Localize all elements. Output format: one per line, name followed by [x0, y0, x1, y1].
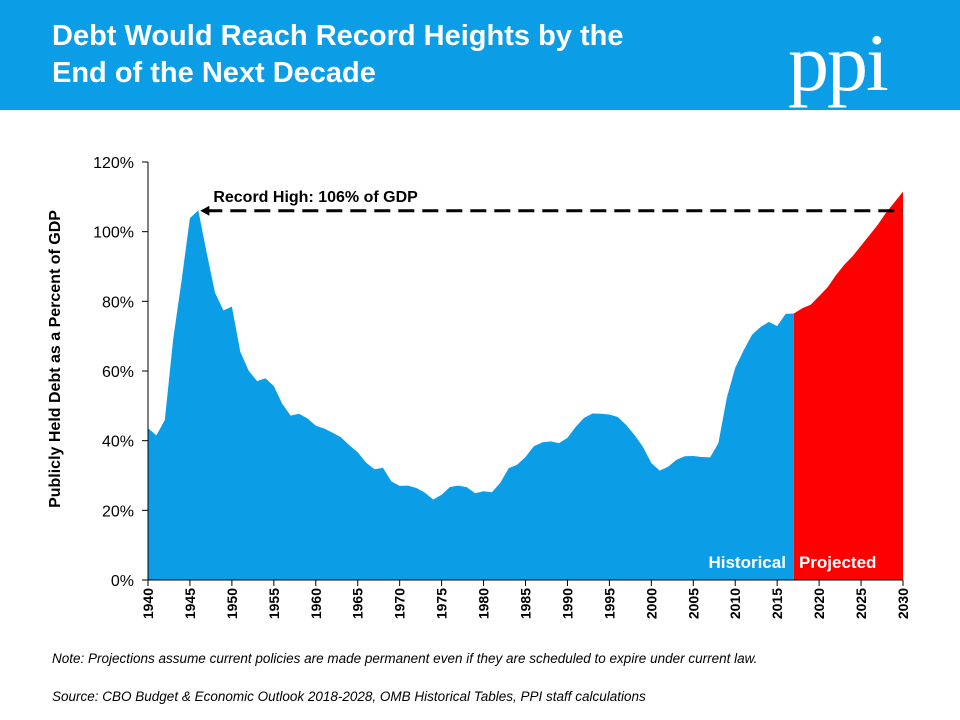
x-tick-label: 1940 — [140, 588, 156, 619]
x-tick-label: 1955 — [266, 588, 282, 619]
y-tick-label: 60% — [102, 364, 134, 381]
x-tick-label: 1970 — [392, 588, 408, 619]
chart-axes: 0% 20% 40% 60% 80% 100% 120% 1940 1945 1950 1955 19… — [47, 155, 911, 619]
y-tick-label: 0% — [111, 573, 134, 590]
footnote: Note: Projections assume current policie… — [52, 651, 758, 666]
historical-label: Historical — [708, 553, 785, 572]
y-tick-label: 120% — [93, 155, 134, 172]
x-tick-label: 2010 — [727, 588, 743, 619]
x-tick-label: 1950 — [224, 588, 240, 619]
x-tick-label: 1985 — [518, 588, 534, 619]
x-tick-label: 2025 — [853, 588, 869, 619]
projected-label: Projected — [799, 553, 876, 572]
source-note: Source: CBO Budget & Economic Outlook 20… — [52, 689, 646, 704]
x-tick-label: 2005 — [685, 588, 701, 619]
y-tick-label: 100% — [93, 225, 134, 242]
y-tick-label: 40% — [102, 434, 134, 451]
chart-labels: Historical Projected — [708, 553, 876, 572]
x-tick-label: 2030 — [895, 588, 911, 619]
chart-annotation: Record High: 106% of GDP — [200, 189, 903, 216]
series-area-historical — [148, 210, 794, 580]
x-tick-label: 1980 — [476, 588, 492, 619]
x-tick-label: 1945 — [182, 588, 198, 619]
record-high-label: Record High: 106% of GDP — [213, 189, 418, 206]
x-tick-label: 1990 — [559, 588, 575, 619]
record-high-arrowhead — [200, 205, 210, 216]
series-area-projected — [793, 191, 903, 580]
x-tick-label: 1975 — [434, 588, 450, 619]
chart-title-line-2: End of the Next Decade — [52, 57, 376, 89]
x-tick-label: 2015 — [769, 588, 785, 619]
x-tick-label: 2020 — [811, 588, 827, 619]
chart-areas — [148, 191, 903, 580]
y-axis-label: Publicly Held Debt as a Percent of GDP — [47, 210, 64, 508]
title-banner — [0, 0, 960, 110]
y-tick-label: 20% — [102, 503, 134, 520]
y-tick-label: 80% — [102, 294, 134, 311]
x-tick-label: 2000 — [643, 588, 659, 619]
x-tick-label: 1965 — [350, 588, 366, 619]
ppi-logo: ppi — [788, 17, 889, 108]
x-tick-label: 1995 — [601, 588, 617, 619]
chart-title-line-1: Debt Would Reach Record Heights by the — [52, 20, 624, 52]
x-tick-label: 1960 — [308, 588, 324, 619]
